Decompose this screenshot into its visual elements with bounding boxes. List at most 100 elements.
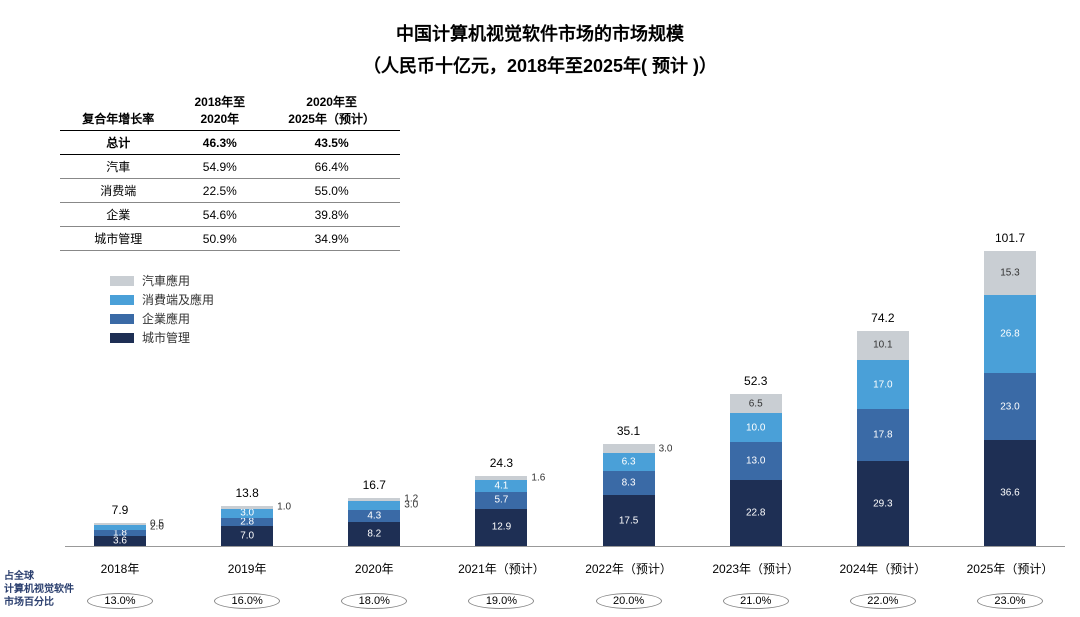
bar-column: 16.78.24.33.01.2 (319, 498, 429, 546)
bar-segment-enterprise: 4.3 (348, 510, 400, 522)
bar-segment-auto: 0.5 (94, 523, 146, 524)
pct-pill: 20.0% (596, 593, 662, 609)
segment-value-label: 17.5 (619, 515, 638, 526)
pct-cell: 20.0% (574, 593, 684, 609)
segment-value-label: 3.0 (240, 508, 254, 519)
cagr-row-label: 总计 (60, 131, 176, 155)
segment-value-label: 17.0 (873, 379, 892, 390)
segment-value-label: 7.0 (240, 530, 254, 541)
bar-stack: 29.3 17.8 17.0 10.1 (857, 331, 909, 546)
pct-pill: 21.0% (723, 593, 789, 609)
segment-value-label: 1.0 (277, 502, 291, 513)
segment-value-label: 12.9 (492, 522, 511, 533)
bar-column: 74.229.317.817.010.1 (828, 331, 938, 546)
pct-cell: 23.0% (955, 593, 1065, 609)
segment-value-label: 3.0 (659, 443, 673, 454)
bar-column: 52.322.813.010.06.5 (701, 394, 811, 546)
segment-value-label: 13.0 (746, 456, 765, 467)
cagr-row: 总计46.3%43.5% (60, 131, 400, 155)
bar-total-label: 13.8 (235, 486, 258, 500)
bar-segment-city: 36.6 (984, 440, 1036, 546)
segment-value-label: 4.1 (494, 481, 508, 492)
pct-caption: 占全球计算机视觉软件市场百分比 (4, 570, 74, 609)
bar-column: 24.312.95.74.11.6 (446, 476, 556, 546)
pct-caption-line: 占全球 (4, 570, 74, 583)
x-axis: 2018年2019年2020年2021年（预计）2022年（预计）2023年（预… (65, 560, 1065, 577)
bar-stack: 22.8 13.0 10.0 6.5 (730, 394, 782, 546)
bar-total-label: 7.9 (112, 503, 129, 517)
segment-value-label: 23.0 (1000, 401, 1019, 412)
cagr-col2-header: 2020年至 2025年（预计） (263, 90, 400, 131)
bar-column: 7.93.61.82.00.5 (65, 523, 175, 546)
pct-cell: 19.0% (446, 593, 556, 609)
segment-value-label: 6.5 (749, 398, 763, 409)
bar-segment-consumer: 4.1 (475, 480, 527, 492)
segment-value-label: 10.1 (873, 340, 892, 351)
stacked-bar-chart: 7.93.61.82.00.513.87.02.83.01.016.78.24.… (65, 217, 1065, 547)
cagr-v2: 55.0% (263, 179, 400, 203)
cagr-col1-header: 2018年至 2020年 (176, 90, 263, 131)
pct-pill: 13.0% (87, 593, 153, 609)
bar-segment-consumer: 6.3 (603, 453, 655, 471)
pct-pill: 19.0% (468, 593, 534, 609)
bar-segment-auto: 1.0 (221, 506, 273, 509)
segment-value-label: 36.6 (1000, 487, 1019, 498)
bar-total-label: 35.1 (617, 424, 640, 438)
bar-segment-consumer: 10.0 (730, 413, 782, 442)
segment-value-label: 26.8 (1000, 329, 1019, 340)
segment-value-label: 5.7 (494, 495, 508, 506)
pct-pill: 23.0% (977, 593, 1043, 609)
pct-cell: 16.0% (192, 593, 302, 609)
bar-stack: 3.61.82.00.5 (94, 523, 146, 546)
segment-value-label: 1.2 (404, 494, 418, 505)
x-axis-label: 2020年 (319, 560, 429, 577)
bar-segment-enterprise: 17.8 (857, 409, 909, 461)
bar-segment-city: 8.2 (348, 522, 400, 546)
bar-segment-auto: 1.2 (348, 498, 400, 501)
cagr-header-label: 复合年增长率 (60, 90, 176, 131)
bar-column: 13.87.02.83.01.0 (192, 506, 302, 546)
bar-stack: 12.95.74.11.6 (475, 476, 527, 546)
bar-segment-consumer: 3.0 (348, 501, 400, 510)
cagr-v1: 46.3% (176, 131, 263, 155)
segment-value-label: 29.3 (873, 498, 892, 509)
pct-cell: 21.0% (701, 593, 811, 609)
bar-segment-city: 22.8 (730, 480, 782, 546)
bar-segment-enterprise: 13.0 (730, 442, 782, 480)
cagr-row-label: 消费端 (60, 179, 176, 203)
segment-value-label: 0.5 (150, 518, 164, 529)
x-axis-label: 2024年（预计） (828, 560, 938, 577)
x-axis-label: 2021年（预计） (446, 560, 556, 577)
x-axis-label: 2022年（预计） (574, 560, 684, 577)
cagr-row: 汽車54.9%66.4% (60, 155, 400, 179)
bar-stack: 8.24.33.01.2 (348, 498, 400, 546)
segment-value-label: 6.3 (622, 457, 636, 468)
bar-segment-consumer: 2.0 (94, 525, 146, 531)
segment-value-label: 10.0 (746, 422, 765, 433)
bar-segment-auto: 6.5 (730, 394, 782, 413)
cagr-v1: 54.9% (176, 155, 263, 179)
cagr-v2: 66.4% (263, 155, 400, 179)
x-axis-label: 2023年（预计） (701, 560, 811, 577)
bar-segment-consumer: 3.0 (221, 509, 273, 518)
pct-row: 13.0%16.0%18.0%19.0%20.0%21.0%22.0%23.0% (65, 593, 1065, 609)
bar-stack: 36.623.026.815.3 (984, 251, 1036, 546)
bar-segment-consumer: 17.0 (857, 360, 909, 409)
bar-stack: 7.02.83.01.0 (221, 506, 273, 546)
segment-value-label: 1.6 (531, 472, 545, 483)
bar-column: 101.736.623.026.815.3 (955, 251, 1065, 546)
cagr-v2: 43.5% (263, 131, 400, 155)
bar-segment-consumer: 26.8 (984, 295, 1036, 373)
pct-caption-line: 市场百分比 (4, 596, 74, 609)
x-axis-label: 2019年 (192, 560, 302, 577)
bar-segment-city: 17.5 (603, 495, 655, 546)
bar-total-label: 52.3 (744, 374, 767, 388)
pct-cell: 18.0% (319, 593, 429, 609)
bar-stack: 17.58.36.33.0 (603, 444, 655, 546)
cagr-row-label: 汽車 (60, 155, 176, 179)
pct-caption-line: 计算机视觉软件 (4, 583, 74, 596)
bar-total-label: 24.3 (490, 456, 513, 470)
segment-value-label: 22.8 (746, 507, 765, 518)
x-axis-label: 2025年（预计） (955, 560, 1065, 577)
cagr-row: 消费端22.5%55.0% (60, 179, 400, 203)
